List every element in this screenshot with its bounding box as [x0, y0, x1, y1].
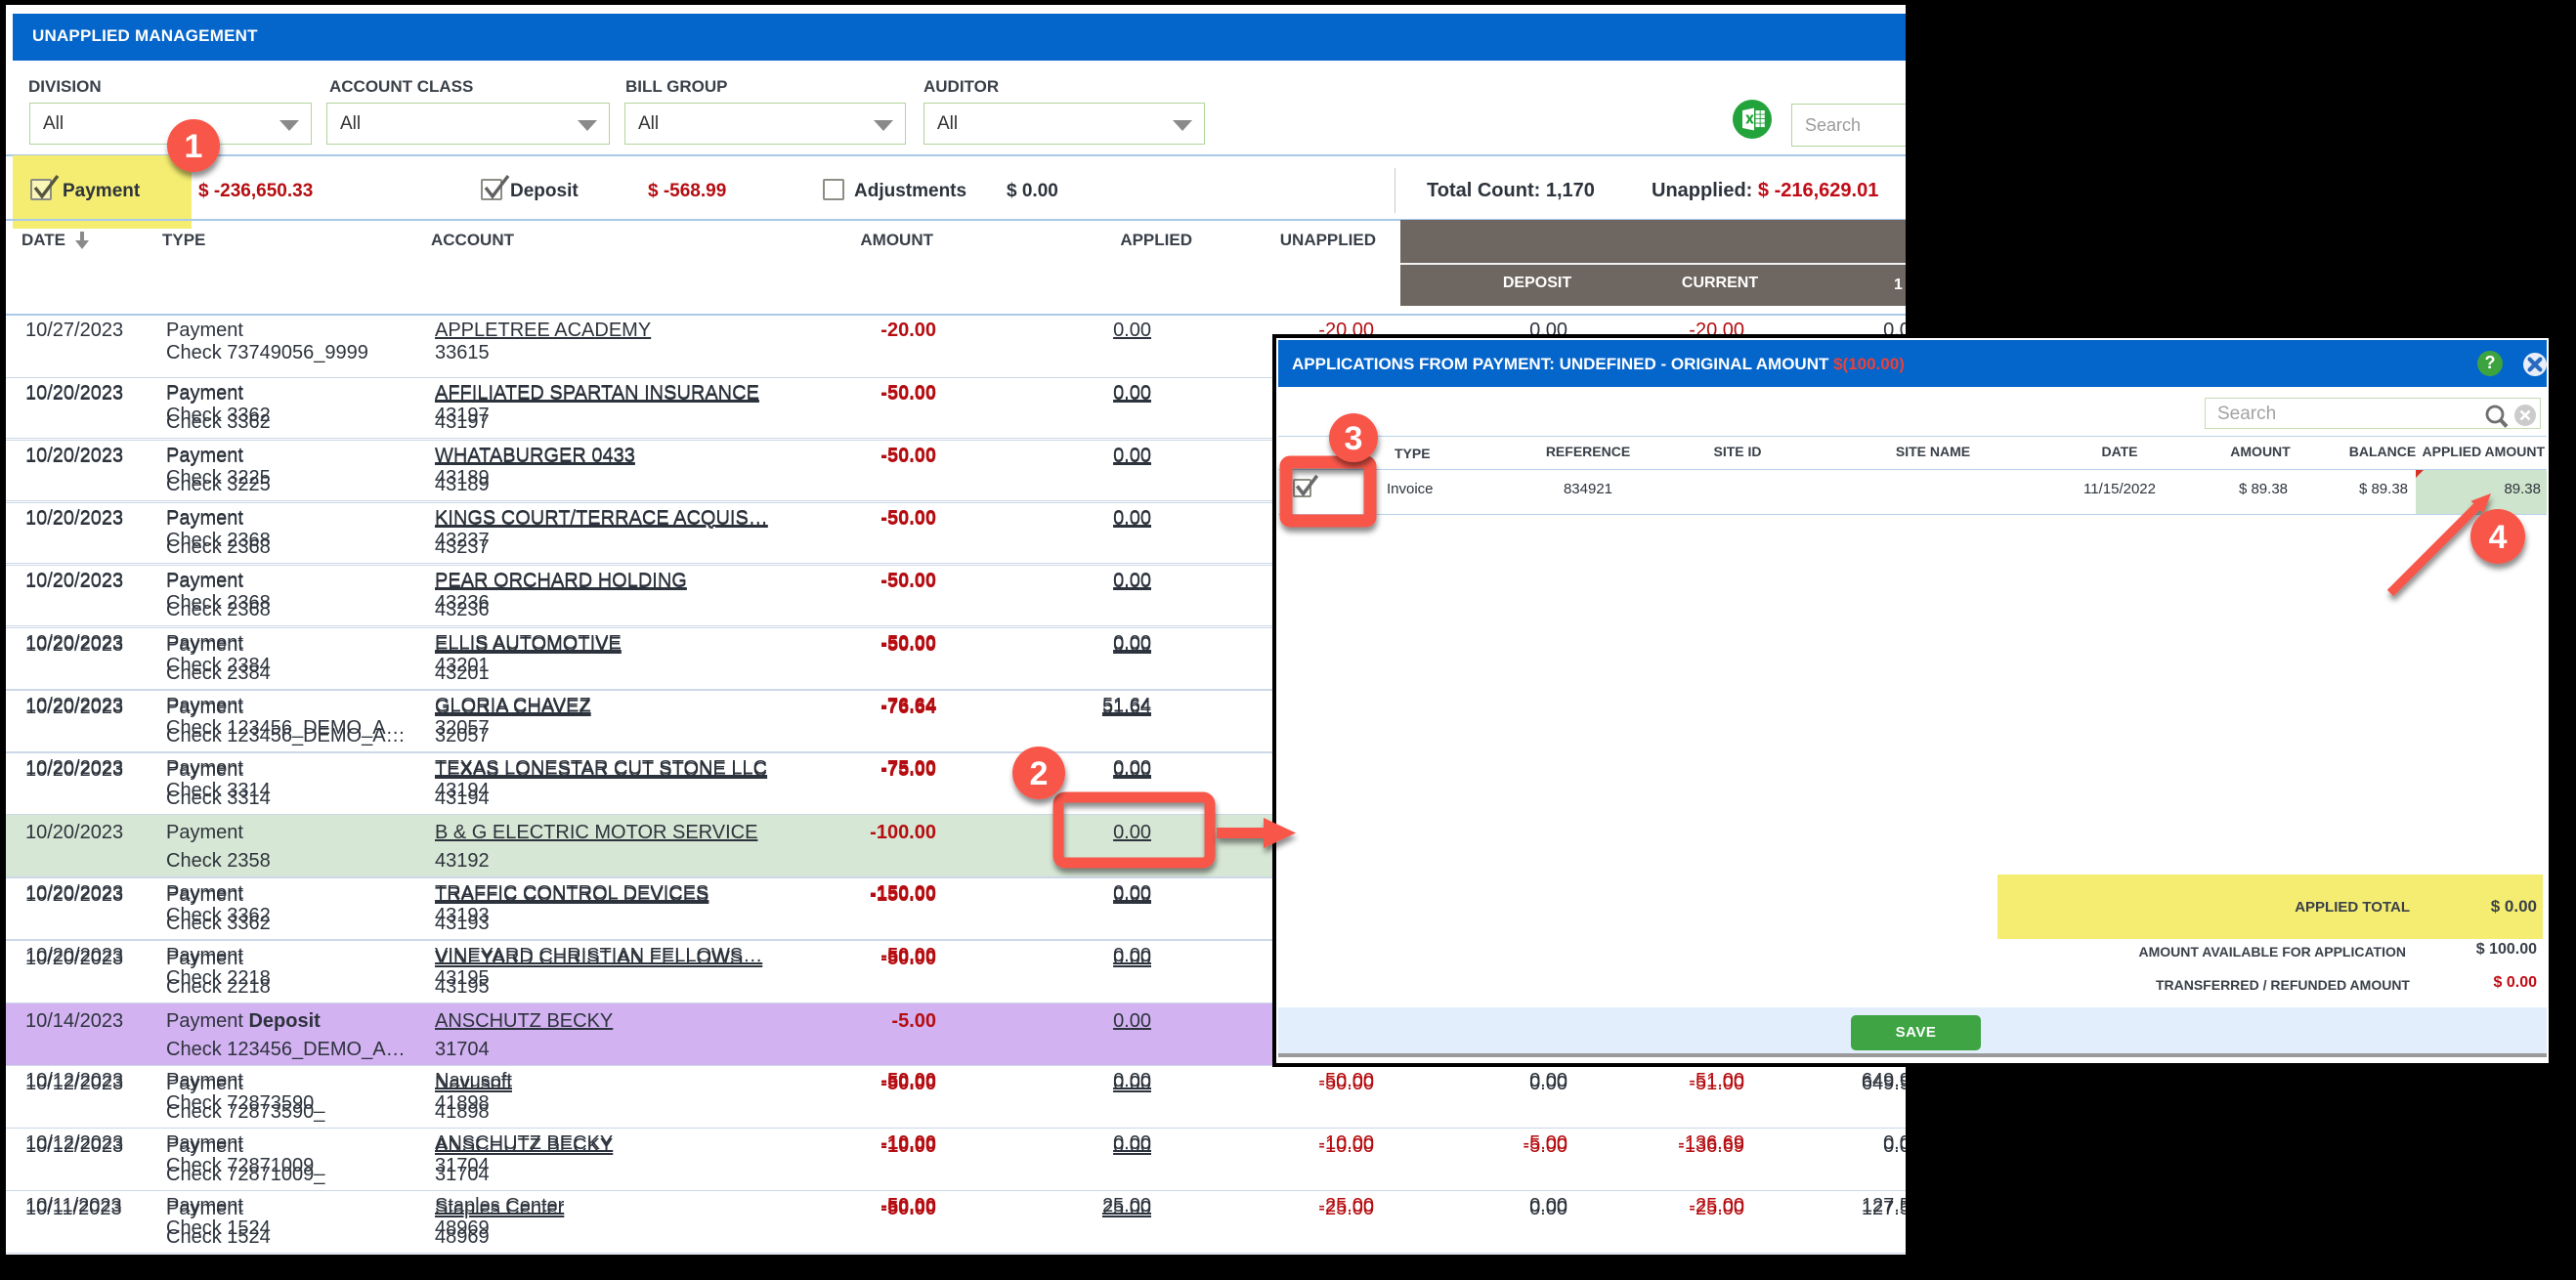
- svg-text:3: 3: [1345, 420, 1363, 457]
- svg-text:4: 4: [2489, 519, 2508, 556]
- svg-text:1: 1: [185, 128, 203, 165]
- svg-text:2: 2: [1030, 755, 1049, 792]
